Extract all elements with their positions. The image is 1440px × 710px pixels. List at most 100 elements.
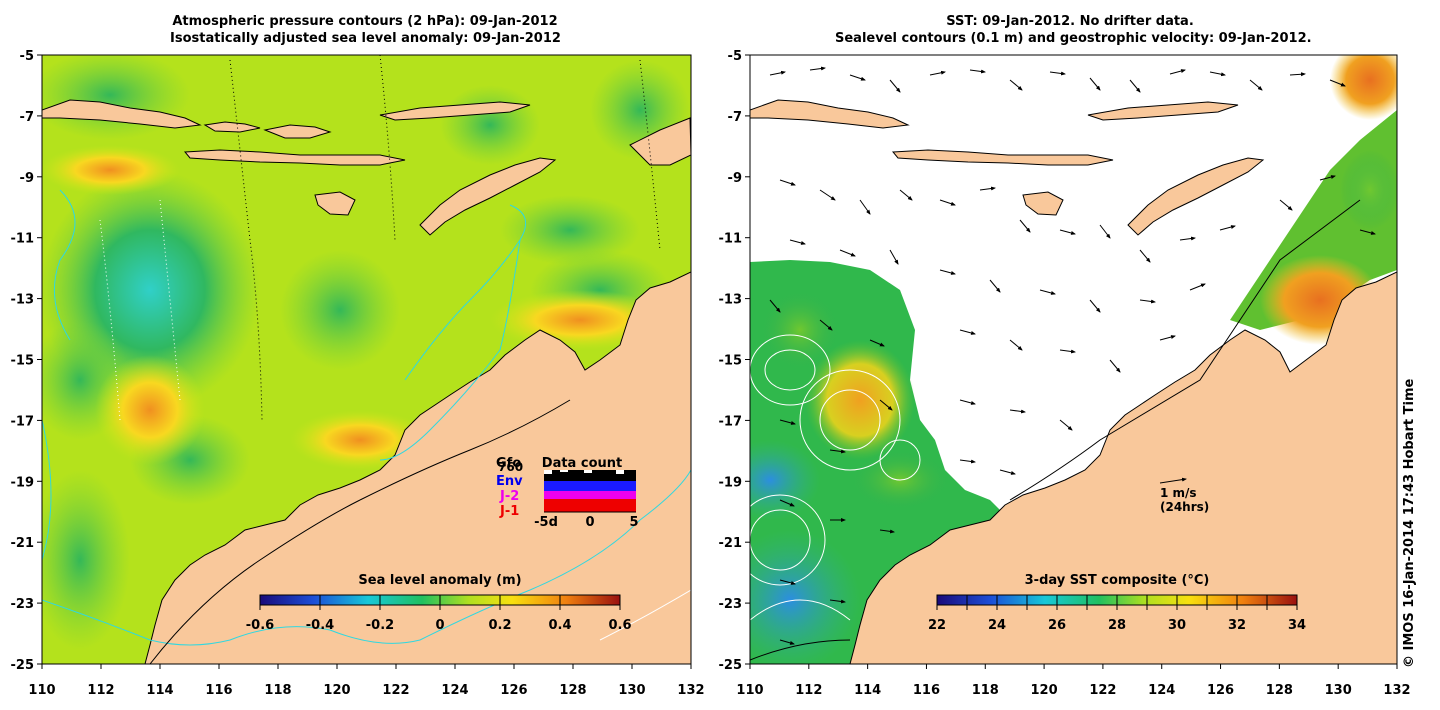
left-colorbar: Sea level anomaly (m) -0.6 -0.4 -0.2 0 0…: [246, 573, 632, 633]
y-axis-tick-label: -23: [11, 597, 35, 612]
label-j2: J-2: [499, 489, 519, 504]
right-colorbar-tick: 32: [1228, 618, 1246, 633]
sealevel-contours: [750, 334, 921, 621]
y-axis-tick-label: -15: [719, 354, 743, 369]
x-axis-tick-label: 132: [677, 683, 704, 698]
right-colorbar-tick: 28: [1108, 618, 1126, 633]
left-title-line1: Atmospheric pressure contours (2 hPa): 0…: [172, 14, 558, 29]
y-axis-tick-label: -15: [11, 354, 35, 369]
left-colorbar-tick: -0.2: [366, 618, 394, 633]
left-flores-island: [379, 101, 531, 121]
left-map[interactable]: [30, 50, 691, 664]
left-timor-island: [419, 157, 557, 236]
inset-tick-right: 5: [629, 515, 638, 530]
label-j1: J-1: [499, 504, 519, 519]
y-axis-tick-label: -11: [11, 232, 35, 247]
left-colorbar-tick: 0.6: [608, 618, 631, 633]
left-map-title: Atmospheric pressure contours (2 hPa): 0…: [170, 13, 561, 47]
y-axis-tick-label: -7: [20, 110, 34, 125]
inset-tick-left: -5d: [534, 515, 558, 530]
right-australia-land: [849, 271, 1397, 664]
x-axis-tick-label: 128: [1266, 683, 1293, 698]
left-title-line2: Isostatically adjusted sea level anomaly…: [170, 31, 561, 46]
label-760: 760: [498, 460, 523, 474]
left-bali-lombok-island: [203, 121, 261, 133]
y-axis-tick-label: -5: [728, 49, 742, 64]
x-axis-tick-label: 130: [1325, 683, 1352, 698]
scale-sublabel: (24hrs): [1160, 500, 1209, 514]
right-java-island: [750, 99, 910, 129]
left-sumba-island: [314, 191, 356, 216]
right-map[interactable]: 1 m/s (24hrs): [720, 40, 1410, 670]
x-axis-tick-label: 124: [441, 683, 468, 698]
right-colorbar: 3-day SST composite (°C) 22 24 26 28 30 …: [928, 573, 1306, 633]
x-axis-tick-label: 114: [854, 683, 881, 698]
left-colorbar-tick: 0.4: [548, 618, 571, 633]
left-australia-land: [144, 271, 691, 664]
y-axis-tick-label: -5: [20, 49, 34, 64]
right-title-line2: Sealevel contours (0.1 m) and geostrophi…: [835, 31, 1312, 46]
y-axis-tick-label: -25: [719, 658, 743, 673]
right-map-axes: 110 112 114 116 118 120 122 124 126 128 130 132 -5 -7…: [719, 49, 1411, 698]
right-title-line1: SST: 09-Jan-2012. No drifter data.: [946, 14, 1194, 29]
x-axis-tick-label: 130: [618, 683, 645, 698]
right-nusa-tenggara-chain: [891, 149, 1114, 166]
right-map-title: SST: 09-Jan-2012. No drifter data. Seale…: [835, 13, 1312, 47]
label-gfo: Gfo: [496, 456, 521, 471]
right-colorbar-tick: 30: [1168, 618, 1186, 633]
left-map-axes: 110 112 114 116 118 120 122 124 126 128 130 132 -5 -7…: [11, 49, 705, 698]
label-env: Env: [496, 474, 523, 489]
data-count-title: Data count: [542, 456, 622, 471]
y-axis-tick-label: -19: [11, 475, 35, 490]
x-axis-tick-label: 132: [1383, 683, 1410, 698]
x-axis-tick-label: 116: [205, 683, 232, 698]
y-axis-tick-label: -13: [719, 293, 743, 308]
y-axis-tick-label: -21: [719, 536, 743, 551]
y-axis-tick-label: -9: [20, 171, 34, 186]
right-colorbar-tick: 34: [1288, 618, 1306, 633]
x-axis-tick-label: 116: [913, 683, 940, 698]
right-colorbar-label: 3-day SST composite (°C): [1025, 573, 1210, 588]
y-axis-tick-label: -9: [728, 171, 742, 186]
y-axis-tick-label: -17: [719, 414, 743, 429]
x-axis-tick-label: 126: [500, 683, 527, 698]
scale-label: 1 m/s: [1160, 486, 1197, 500]
x-axis-tick-label: 118: [972, 683, 999, 698]
left-tanimbar-island: [629, 117, 691, 166]
x-axis-tick-label: 122: [1089, 683, 1116, 698]
right-colorbar-tick: 26: [1048, 618, 1066, 633]
left-colorbar-label: Sea level anomaly (m): [358, 573, 521, 588]
x-axis-tick-label: 126: [1207, 683, 1234, 698]
data-count-inset: Gfo 760 Env J-2 J-1 Data count -5d 0 5: [496, 456, 639, 530]
left-colorbar-tick: 0: [435, 618, 444, 633]
x-axis-tick-label: 128: [559, 683, 586, 698]
x-axis-tick-label: 122: [382, 683, 409, 698]
velocity-arrows: [769, 66, 1376, 645]
inset-tick-mid: 0: [585, 515, 594, 530]
velocity-scale: 1 m/s (24hrs): [1159, 477, 1209, 514]
y-axis-tick-label: -17: [11, 414, 35, 429]
scale-arrow-icon: [1159, 477, 1187, 484]
left-sumbawa-island: [263, 124, 332, 139]
y-axis-tick-label: -25: [11, 658, 35, 673]
x-axis-tick-label: 120: [323, 683, 350, 698]
left-colorbar-tick: -0.6: [246, 618, 274, 633]
y-axis-tick-label: -7: [728, 110, 742, 125]
left-java-island: [42, 99, 202, 129]
x-axis-tick-label: 110: [736, 683, 763, 698]
right-isobaths: [750, 199, 1361, 661]
y-axis-tick-label: -11: [719, 232, 743, 247]
x-axis-tick-label: 114: [146, 683, 173, 698]
right-colorbar-tick: 22: [928, 618, 946, 633]
x-axis-tick-label: 120: [1031, 683, 1058, 698]
left-contours: [42, 55, 691, 664]
y-axis-tick-label: -21: [11, 536, 35, 551]
y-axis-tick-label: -19: [719, 475, 743, 490]
x-axis-tick-label: 110: [28, 683, 55, 698]
right-sumba-island: [1022, 191, 1064, 216]
right-flores-island: [1087, 101, 1239, 121]
x-axis-tick-label: 112: [795, 683, 822, 698]
left-colorbar-tick: -0.4: [306, 618, 334, 633]
y-axis-tick-label: -23: [719, 597, 743, 612]
y-axis-tick-label: -13: [11, 293, 35, 308]
